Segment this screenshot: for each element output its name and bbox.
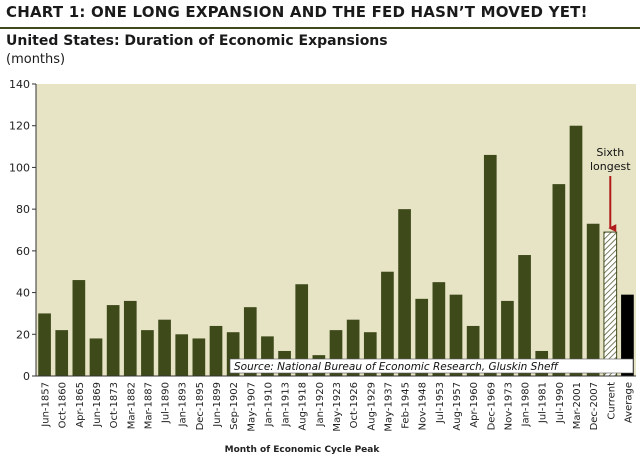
- x-tick-label: May-1907: [246, 382, 257, 432]
- x-tick-label: Oct-1873: [109, 382, 120, 428]
- x-tick-label: Jan-1920: [315, 382, 326, 427]
- y-tick-label: 80: [16, 203, 30, 216]
- x-tick-label: May-1923: [332, 382, 343, 432]
- bar: [449, 294, 463, 376]
- y-tick-label: 0: [23, 370, 30, 383]
- x-tick-label: Oct-1926: [349, 382, 360, 428]
- x-tick-label: Apr-1960: [469, 382, 480, 428]
- x-tick-label: Aug-1957: [452, 382, 463, 431]
- y-tick-label: 100: [9, 161, 30, 174]
- bar: [381, 271, 394, 376]
- x-tick-label: Dec-2007: [589, 382, 600, 430]
- x-tick-label: Aug-1918: [298, 382, 309, 431]
- bar: [89, 338, 103, 376]
- x-tick-label: Jan-1910: [263, 382, 274, 427]
- bar: [398, 209, 411, 376]
- x-tick-label: Apr-1865: [75, 382, 86, 428]
- x-tick-label: Feb-1945: [401, 382, 412, 429]
- bar: [501, 300, 514, 376]
- y-tick-label: 40: [16, 287, 30, 300]
- y-tick-label: 120: [9, 120, 30, 133]
- units-label: (months): [6, 52, 66, 67]
- source-note: Source: National Bureau of Economic Rese…: [234, 361, 559, 373]
- heading-divider: [0, 27, 640, 29]
- bar: [106, 305, 120, 376]
- bar: [603, 231, 618, 377]
- bar: [518, 255, 531, 376]
- y-tick-label: 140: [9, 78, 30, 91]
- x-tick-label: Jul-1890: [161, 382, 172, 424]
- x-tick-label: Oct-1860: [58, 382, 69, 428]
- x-tick-label: Mar-1887: [143, 382, 154, 429]
- x-tick-label: Jun-1857: [41, 382, 52, 428]
- x-tick-label: Jan-1913: [281, 382, 292, 427]
- x-tick-label: Sep-1902: [229, 382, 240, 430]
- x-tick-label: Nov-1973: [503, 382, 514, 430]
- bar: [569, 125, 583, 376]
- bar: [432, 282, 446, 376]
- x-tick-label: Current: [606, 382, 617, 420]
- y-tick-label: 20: [16, 328, 30, 341]
- x-tick-label: Aug-1929: [366, 382, 377, 431]
- bar: [483, 154, 497, 376]
- chart-title: United States: Duration of Economic Expa…: [6, 33, 388, 49]
- bar: [295, 284, 309, 376]
- x-tick-label: Jul-1990: [555, 382, 566, 424]
- x-tick-label: Jul-1953: [435, 382, 446, 424]
- bar: [586, 223, 600, 376]
- x-tick-label: May-1937: [383, 382, 394, 432]
- bar: [552, 184, 566, 376]
- x-tick-label: Jul-1981: [538, 382, 549, 424]
- x-tick-label: Mar-1882: [126, 382, 137, 429]
- x-tick-label: Average: [623, 382, 634, 423]
- bar: [415, 298, 429, 376]
- x-axis-title: Month of Economic Cycle Peak: [225, 445, 381, 455]
- annotation-label: Sixth: [596, 146, 624, 159]
- bar: [209, 325, 223, 376]
- annotation-label: longest: [590, 160, 631, 173]
- x-tick-label: Nov-1948: [418, 382, 429, 430]
- x-tick-label: Jan-1980: [521, 382, 532, 427]
- bar: [192, 338, 206, 376]
- x-tick-label: Dec-1895: [195, 382, 206, 430]
- bar: [621, 294, 634, 376]
- bar: [72, 280, 86, 376]
- x-tick-label: Jun-1869: [92, 382, 103, 428]
- source-note-box: [229, 358, 634, 374]
- bar: [123, 300, 137, 376]
- x-tick-label: Jan-1893: [178, 382, 189, 427]
- chart-heading: CHART 1: ONE LONG EXPANSION AND THE FED …: [6, 3, 588, 21]
- bar: [55, 330, 69, 376]
- bar: [158, 319, 171, 376]
- bar: [38, 313, 51, 376]
- bar: [141, 330, 154, 376]
- y-tick-label: 60: [16, 245, 30, 258]
- x-tick-label: Mar-2001: [572, 382, 583, 429]
- x-tick-label: Jun-1899: [212, 382, 223, 428]
- bar: [175, 334, 189, 376]
- x-tick-label: Dec-1969: [486, 382, 497, 430]
